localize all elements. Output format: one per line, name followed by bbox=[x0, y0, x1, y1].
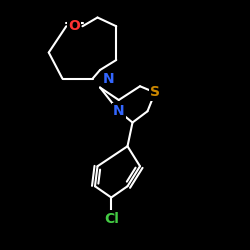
Text: O: O bbox=[68, 19, 80, 33]
Text: S: S bbox=[150, 86, 160, 100]
Text: Cl: Cl bbox=[104, 212, 119, 226]
Text: N: N bbox=[103, 72, 115, 86]
Text: S: S bbox=[150, 86, 160, 100]
Text: O: O bbox=[68, 19, 80, 33]
Text: N: N bbox=[113, 104, 124, 118]
Text: N: N bbox=[113, 104, 124, 118]
Text: N: N bbox=[103, 72, 115, 86]
Text: Cl: Cl bbox=[104, 212, 119, 226]
